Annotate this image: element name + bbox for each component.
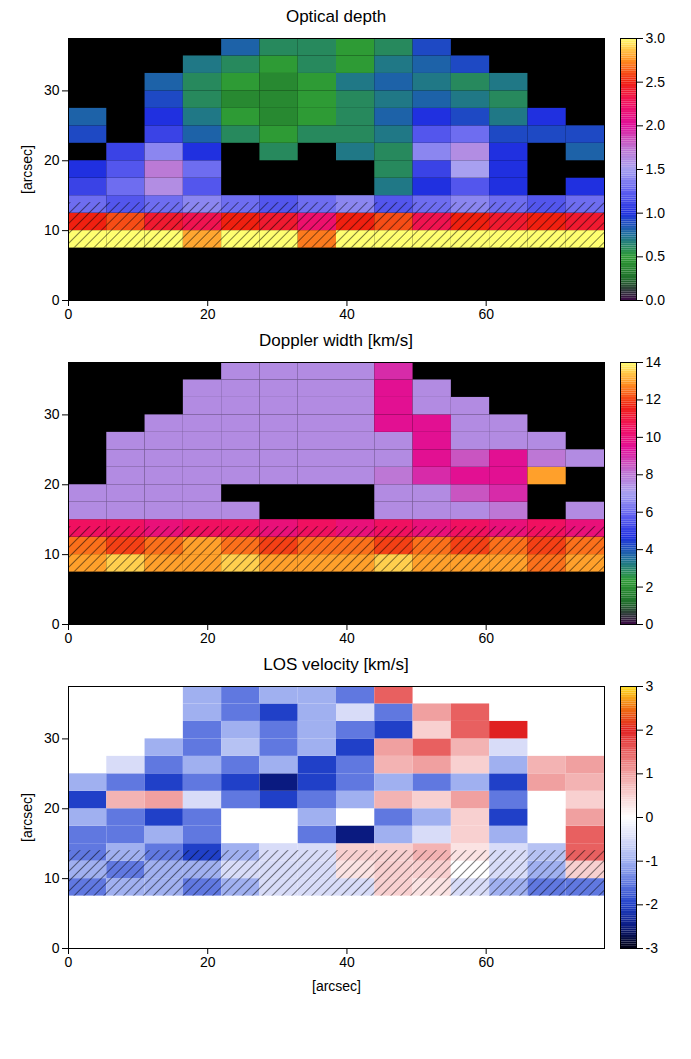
svg-text:1.5: 1.5 [646, 161, 666, 177]
svg-text:2: 2 [646, 722, 654, 738]
svg-text:-2: -2 [646, 896, 659, 912]
svg-text:0: 0 [52, 940, 60, 956]
svg-text:40: 40 [339, 954, 355, 970]
svg-text:60: 60 [478, 954, 494, 970]
svg-text:0: 0 [646, 616, 654, 632]
svg-text:30: 30 [44, 406, 60, 422]
svg-text:1: 1 [646, 765, 654, 781]
svg-text:2: 2 [646, 579, 654, 595]
html-text:Doppler width [km/s]: Doppler width [km/s] [259, 331, 413, 350]
svg-text:20: 20 [44, 152, 60, 168]
svg-text:0.0: 0.0 [646, 292, 666, 308]
svg-text:60: 60 [478, 630, 494, 646]
svg-text:8: 8 [646, 466, 654, 482]
svg-text:10: 10 [44, 870, 60, 886]
svg-text:2.0: 2.0 [646, 117, 666, 133]
svg-text:3: 3 [646, 678, 654, 694]
svg-text:10: 10 [44, 222, 60, 238]
svg-text:40: 40 [339, 630, 355, 646]
svg-text:12: 12 [646, 391, 662, 407]
svg-text:6: 6 [646, 504, 654, 520]
svg-text:3.0: 3.0 [646, 30, 666, 46]
svg-text:60: 60 [478, 306, 494, 322]
svg-text:0: 0 [65, 630, 73, 646]
svg-text:20: 20 [200, 630, 216, 646]
svg-text:2.5: 2.5 [646, 74, 666, 90]
svg-text:-3: -3 [646, 940, 659, 956]
svg-text:0: 0 [52, 616, 60, 632]
svg-text:4: 4 [646, 541, 654, 557]
svg-text:20: 20 [44, 476, 60, 492]
svg-text:0: 0 [65, 954, 73, 970]
svg-text:0: 0 [646, 809, 654, 825]
html-text:Optical depth: Optical depth [285, 7, 387, 26]
svg-text:[arcsec]: [arcsec] [312, 978, 361, 994]
svg-text:0.5: 0.5 [646, 248, 666, 264]
svg-text:[arcsec]: [arcsec] [19, 793, 35, 842]
svg-text:0: 0 [52, 292, 60, 308]
svg-text:10: 10 [44, 546, 60, 562]
svg-text:14: 14 [646, 354, 662, 370]
svg-text:30: 30 [44, 730, 60, 746]
html-text:LOS velocity [km/s]: LOS velocity [km/s] [263, 655, 409, 674]
svg-text:1.0: 1.0 [646, 205, 666, 221]
svg-text:20: 20 [200, 306, 216, 322]
svg-text:-1: -1 [646, 853, 659, 869]
svg-text:30: 30 [44, 82, 60, 98]
svg-text:0: 0 [65, 306, 73, 322]
svg-text:20: 20 [44, 800, 60, 816]
svg-text:[arcsec]: [arcsec] [19, 145, 35, 194]
svg-text:40: 40 [339, 306, 355, 322]
svg-text:20: 20 [200, 954, 216, 970]
svg-text:10: 10 [646, 429, 662, 445]
